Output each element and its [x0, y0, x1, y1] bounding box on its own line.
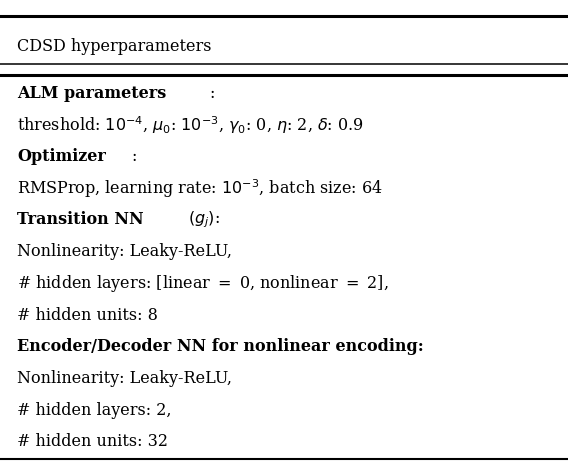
Text: ALM parameters: ALM parameters: [17, 85, 166, 102]
Text: Encoder/Decoder NN for nonlinear encoding:: Encoder/Decoder NN for nonlinear encodin…: [17, 338, 424, 355]
Text: # hidden units: 8: # hidden units: 8: [17, 307, 158, 323]
Text: Nonlinearity: Leaky-ReLU,: Nonlinearity: Leaky-ReLU,: [17, 370, 232, 387]
Text: Nonlinearity: Leaky-ReLU,: Nonlinearity: Leaky-ReLU,: [17, 243, 232, 260]
Text: RMSProp, learning rate: $10^{-3}$, batch size: 64: RMSProp, learning rate: $10^{-3}$, batch…: [17, 177, 383, 199]
Text: :: :: [210, 85, 215, 102]
Text: # hidden units: 32: # hidden units: 32: [17, 433, 168, 450]
Text: CDSD hyperparameters: CDSD hyperparameters: [17, 38, 211, 55]
Text: :: :: [132, 148, 137, 165]
Text: # hidden layers: [linear $=$ 0, nonlinear $=$ 2],: # hidden layers: [linear $=$ 0, nonlinea…: [17, 273, 389, 294]
Text: # hidden layers: 2,: # hidden layers: 2,: [17, 402, 172, 418]
Text: Transition NN: Transition NN: [17, 212, 149, 228]
Text: threshold: $10^{-4}$, $\mu_0$: $10^{-3}$, $\gamma_0$: 0, $\eta$: 2, $\delta$: 0.: threshold: $10^{-4}$, $\mu_0$: $10^{-3}$…: [17, 114, 364, 136]
Text: $(g_j)$:: $(g_j)$:: [187, 210, 220, 230]
Text: Optimizer: Optimizer: [17, 148, 106, 165]
